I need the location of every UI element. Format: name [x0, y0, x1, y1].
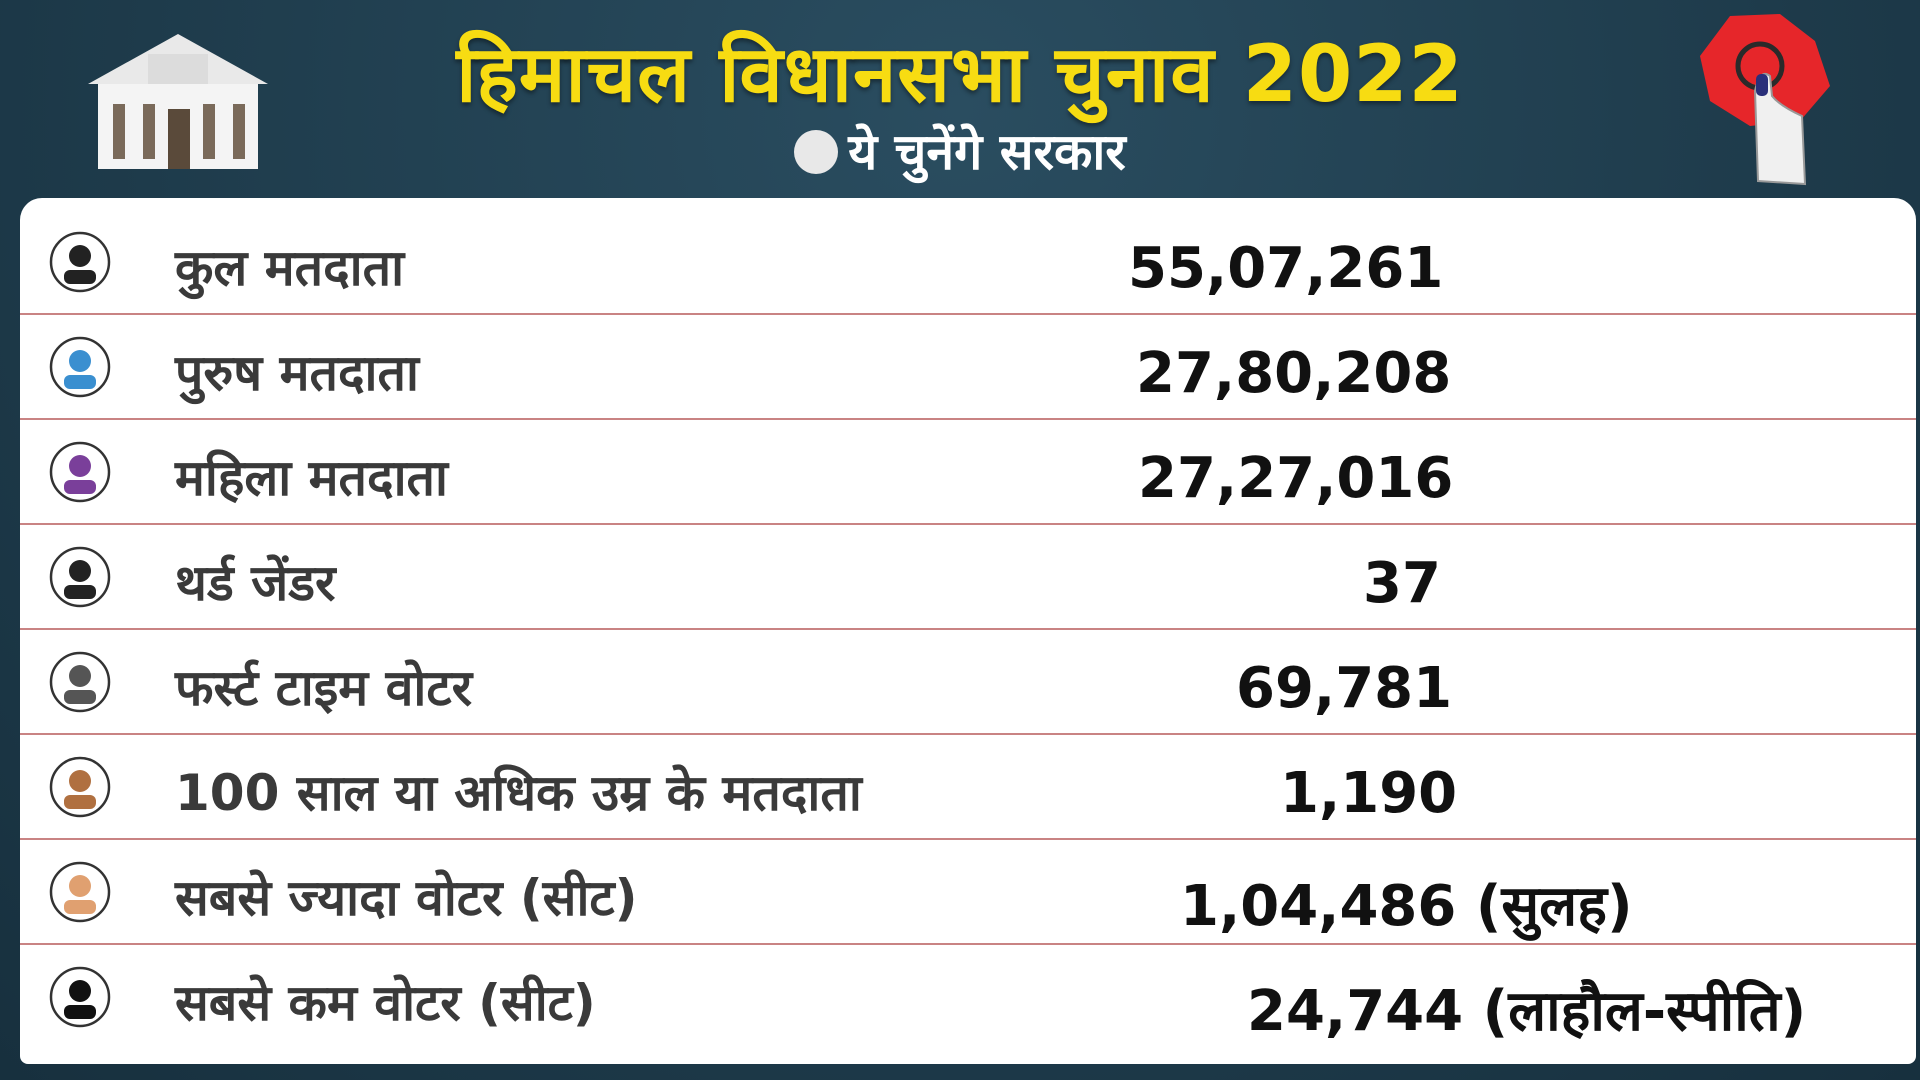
table-row: सबसे ज्यादा वोटर (सीट) 1,04,486 (सुलह): [20, 840, 1916, 945]
row-value: 27,27,016: [1138, 446, 1454, 511]
row-value: 37: [1363, 551, 1441, 616]
table-row: कुल मतदाता 55,07,261: [20, 210, 1916, 315]
table-row: पुरुष मतदाता 27,80,208: [20, 315, 1916, 420]
row-icon: [48, 755, 112, 819]
row-icon: [48, 335, 112, 399]
title: हिमाचल विधानसभा चुनाव 2022: [456, 30, 1464, 120]
row-value: 1,04,486 (सुलह): [1180, 874, 1633, 939]
row-label: 100 साल या अधिक उम्र के मतदाता: [175, 764, 862, 822]
row-value: 27,80,208: [1136, 341, 1452, 406]
table-row: फर्स्ट टाइम वोटर 69,781: [20, 630, 1916, 735]
row-icon: [48, 650, 112, 714]
subtitle-text: ये चुनेंगे सरकार: [848, 123, 1126, 181]
row-label: सबसे कम वोटर (सीट): [175, 974, 596, 1032]
row-value: 55,07,261: [1128, 236, 1444, 301]
stats-table: कुल मतदाता 55,07,261 पुरुष मतदाता 27,80,208…: [20, 198, 1916, 1064]
table-row: 100 साल या अधिक उम्र के मतदाता 1,190: [20, 735, 1916, 840]
table-row: सबसे कम वोटर (सीट) 24,744 (लाहौल-स्पीति): [20, 945, 1916, 1050]
row-label: पुरुष मतदाता: [175, 344, 419, 402]
building-illustration: [88, 34, 268, 169]
row-value: 69,781: [1236, 656, 1453, 721]
row-label: थर्ड जेंडर: [175, 554, 336, 612]
row-icon: [48, 860, 112, 924]
row-label: सबसे ज्यादा वोटर (सीट): [175, 869, 638, 927]
row-label: कुल मतदाता: [175, 239, 405, 297]
bank-icon: [794, 129, 839, 174]
table-row: महिला मतदाता 27,27,016: [20, 420, 1916, 525]
row-label: फर्स्ट टाइम वोटर: [175, 659, 473, 717]
row-value: 24,744 (लाहौल-स्पीति): [1247, 979, 1807, 1044]
row-icon: [48, 545, 112, 609]
row-icon: [48, 440, 112, 504]
table-row: थर्ड जेंडर 37: [20, 525, 1916, 630]
row-icon: [48, 965, 112, 1029]
row-value: 1,190: [1280, 761, 1458, 826]
map-ballot-illustration: [1700, 14, 1830, 186]
subtitle: ये चुनेंगे सरकार: [0, 116, 1920, 184]
row-icon: [48, 230, 112, 294]
row-label: महिला मतदाता: [175, 449, 449, 507]
